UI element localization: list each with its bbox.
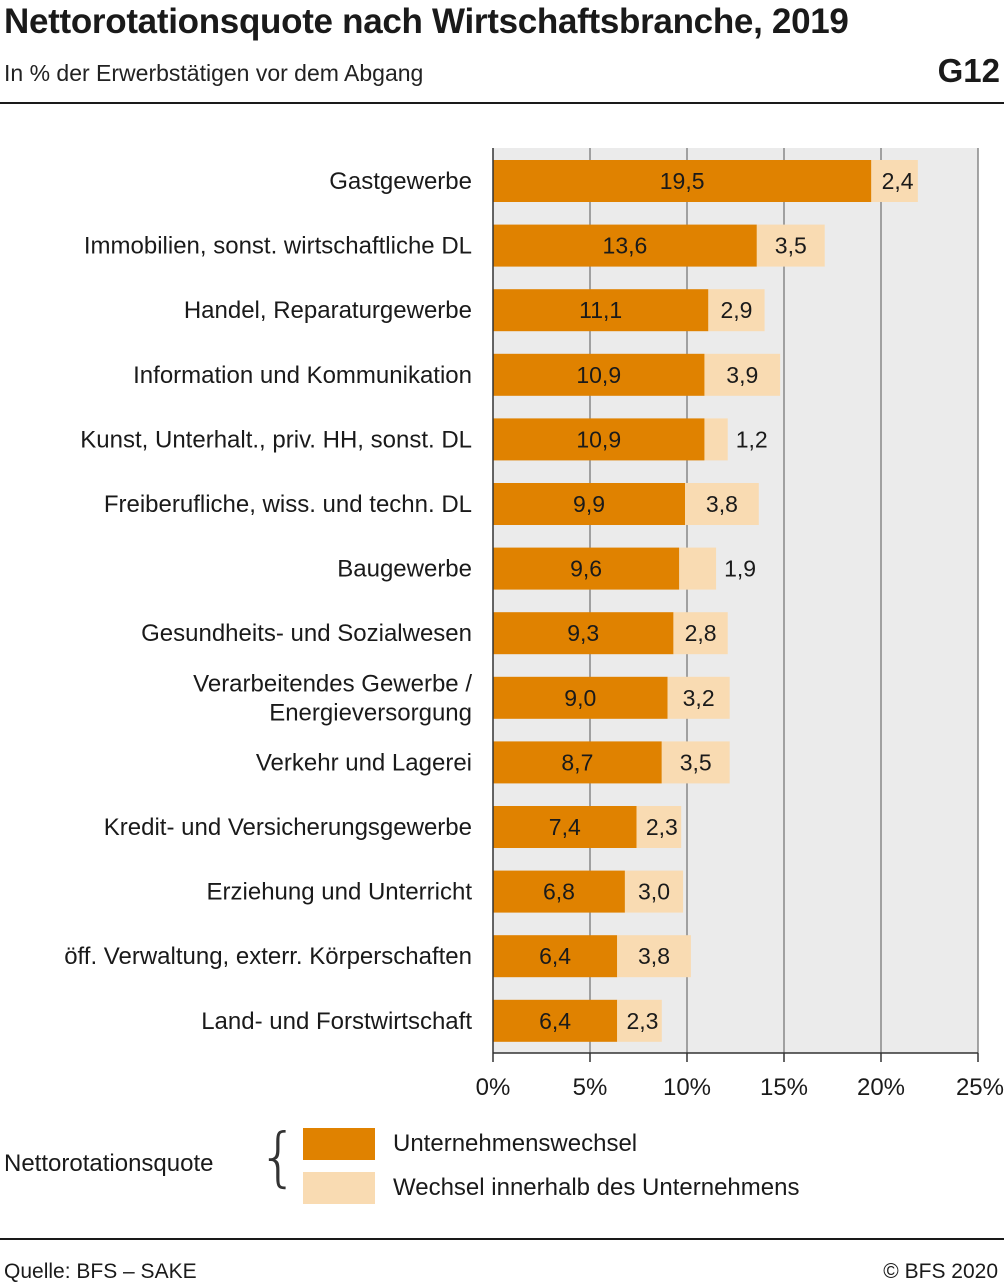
data-label-unternehmenswechsel: 19,5 [660, 168, 705, 194]
data-label-wechsel-innerhalb: 3,8 [638, 943, 670, 969]
bar-unternehmenswechsel [493, 160, 872, 202]
top-rule [0, 102, 1004, 104]
bar-wechsel-innerhalb [756, 224, 825, 267]
legend-label-unternehmenswechsel: Unternehmenswechsel [393, 1130, 638, 1157]
category-label: Verarbeitendes Gewerbe / [193, 670, 472, 697]
category-label: Gastgewerbe [329, 168, 472, 195]
bar-unternehmenswechsel [493, 353, 705, 396]
bar-wechsel-innerhalb [617, 999, 662, 1042]
data-label-unternehmenswechsel: 10,9 [576, 426, 621, 452]
bar-unternehmenswechsel [493, 935, 618, 978]
bar-wechsel-innerhalb [685, 483, 759, 525]
bar-unternehmenswechsel [493, 547, 680, 590]
chart-title: Nettorotationsquote nach Wirtschaftsbran… [4, 2, 849, 41]
figure-id: G12 [937, 52, 1000, 89]
x-tick-label: 0% [476, 1074, 511, 1101]
data-label-unternehmenswechsel: 9,6 [570, 556, 602, 582]
bar-wechsel-innerhalb [624, 870, 684, 913]
category-label: Baugewerbe [337, 556, 472, 583]
data-label-unternehmenswechsel: 9,3 [567, 620, 599, 646]
copyright-note: © BFS 2020 [883, 1260, 998, 1283]
data-label-unternehmenswechsel: 6,4 [539, 943, 571, 969]
bar-unternehmenswechsel [493, 870, 625, 913]
category-label: Kredit- und Versicherungsgewerbe [104, 814, 472, 841]
bar-wechsel-innerhalb [636, 806, 682, 848]
x-tick-label: 20% [857, 1074, 905, 1101]
category-label: Information und Kommunikation [133, 362, 472, 389]
data-label-wechsel-innerhalb: 1,9 [724, 556, 756, 582]
bar-wechsel-innerhalb [673, 612, 728, 655]
data-label-unternehmenswechsel: 13,6 [603, 233, 648, 259]
bottom-rule [0, 1238, 1004, 1240]
data-label-wechsel-innerhalb: 2,9 [720, 297, 752, 323]
data-label-unternehmenswechsel: 6,8 [543, 879, 575, 905]
data-label-wechsel-innerhalb: 2,4 [882, 168, 914, 194]
data-label-unternehmenswechsel: 7,4 [549, 814, 581, 840]
category-label: Handel, Reparaturgewerbe [184, 297, 472, 324]
bar-wechsel-innerhalb [679, 547, 717, 590]
category-label: Freiberufliche, wiss. und techn. DL [104, 491, 472, 518]
data-label-wechsel-innerhalb: 3,9 [726, 362, 758, 388]
x-tick-label: 15% [760, 1074, 808, 1101]
legend-label-wechsel-innerhalb: Wechsel innerhalb des Unternehmens [393, 1174, 800, 1201]
bar-wechsel-innerhalb [661, 741, 730, 784]
category-label: Erziehung und Unterricht [207, 879, 473, 906]
data-label-unternehmenswechsel: 9,9 [573, 491, 605, 517]
data-label-wechsel-innerhalb: 3,2 [683, 685, 715, 711]
category-label: öff. Verwaltung, exterr. Körperschaften [64, 943, 472, 970]
data-label-wechsel-innerhalb: 2,8 [685, 620, 717, 646]
bar-unternehmenswechsel [493, 676, 668, 719]
data-label-wechsel-innerhalb: 1,2 [736, 426, 768, 452]
bar-unternehmenswechsel [493, 806, 637, 848]
chart-subtitle: In % der Erwerbstätigen vor dem Abgang [4, 60, 424, 86]
legend-brace: { [258, 1121, 299, 1195]
data-label-wechsel-innerhalb: 3,5 [775, 233, 807, 259]
bar-unternehmenswechsel [493, 999, 618, 1042]
legend-title: Nettorotationsquote [4, 1150, 214, 1177]
data-label-wechsel-innerhalb: 2,3 [646, 814, 678, 840]
data-label-unternehmenswechsel: 9,0 [564, 685, 596, 711]
data-label-wechsel-innerhalb: 3,8 [706, 491, 738, 517]
bar-unternehmenswechsel [493, 418, 705, 461]
category-label: Kunst, Unterhalt., priv. HH, sonst. DL [80, 426, 472, 453]
source-note: Quelle: BFS – SAKE [4, 1260, 197, 1283]
bar-wechsel-innerhalb [708, 289, 765, 332]
data-label-wechsel-innerhalb: 2,3 [626, 1008, 658, 1034]
bar-wechsel-innerhalb [704, 418, 728, 461]
category-label: Gesundheits- und Sozialwesen [141, 620, 472, 647]
data-label-wechsel-innerhalb: 3,0 [638, 879, 670, 905]
bar-wechsel-innerhalb [617, 935, 691, 978]
bar-wechsel-innerhalb [704, 353, 781, 396]
data-label-unternehmenswechsel: 6,4 [539, 1008, 571, 1034]
data-label-unternehmenswechsel: 8,7 [561, 749, 593, 775]
x-tick-label: 10% [663, 1074, 711, 1101]
category-label: Immobilien, sonst. wirtschaftliche DL [84, 233, 472, 260]
plot-background [493, 148, 978, 1053]
bar-unternehmenswechsel [493, 289, 709, 332]
legend-swatch-wechsel-innerhalb [303, 1172, 375, 1204]
bar-chart: 0% 5% 10% 15% 20% 25% 19,5 2,4 Gastgewerbe 13,6 3,… [64, 148, 1004, 1101]
bar-unternehmenswechsel [493, 224, 757, 267]
x-tick-label: 25% [956, 1074, 1004, 1101]
bar-unternehmenswechsel [493, 612, 674, 655]
data-label-unternehmenswechsel: 11,1 [579, 297, 622, 323]
data-label-wechsel-innerhalb: 3,5 [680, 749, 712, 775]
x-tick-label: 5% [573, 1074, 608, 1101]
category-label: Energieversorgung [269, 699, 472, 726]
legend-swatch-unternehmenswechsel [303, 1128, 375, 1160]
bar-wechsel-innerhalb [667, 676, 730, 719]
category-label: Land- und Forstwirtschaft [201, 1008, 472, 1035]
bar-wechsel-innerhalb [871, 160, 918, 202]
data-label-unternehmenswechsel: 10,9 [576, 362, 621, 388]
bar-unternehmenswechsel [493, 741, 662, 784]
category-label: Verkehr und Lagerei [256, 749, 472, 776]
bar-unternehmenswechsel [493, 483, 686, 525]
